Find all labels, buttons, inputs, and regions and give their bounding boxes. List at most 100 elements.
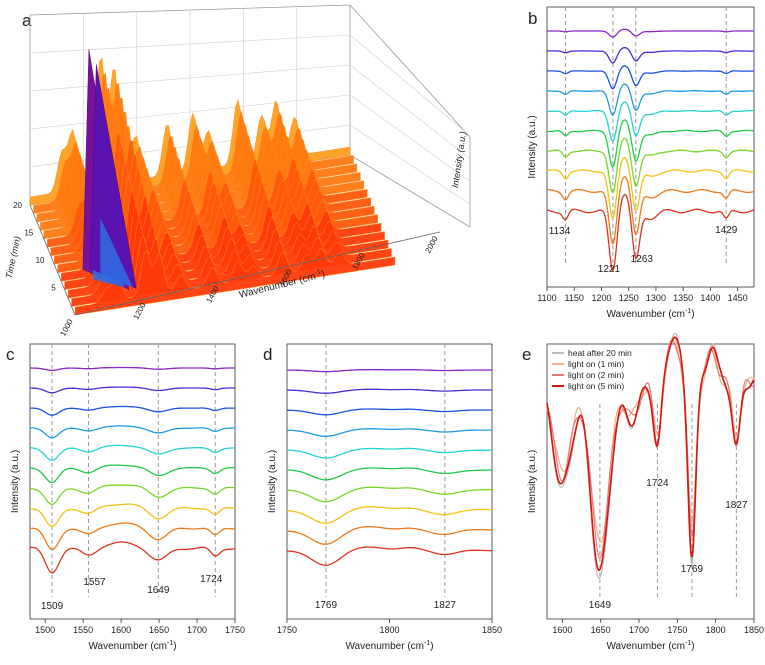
panel-b-plot: 1134 1221 1263 1429 1100 1150 1200 1250 1300 1350… <box>527 6 755 320</box>
side-grid-h-1 <box>349 124 471 205</box>
x-axis-label: Wavenumber (cm-1) <box>345 640 433 652</box>
box-edge-6 <box>349 154 471 228</box>
x-axis-label: Wavenumber (cm-1) <box>606 640 694 652</box>
annotation-1769: 1769 <box>315 600 338 611</box>
annotation-1769: 1769 <box>681 564 704 575</box>
legend-label-1: heat after 20 min <box>568 348 632 358</box>
series-line-6 <box>547 119 755 169</box>
panel-d-plot: 1769 1827 1750 1800 1850 Wavenumber (cm-1) Int… <box>267 343 502 652</box>
panel-letter-c: c <box>6 345 15 364</box>
series-line-7 <box>286 486 492 503</box>
plot-frame <box>29 343 236 620</box>
x-tick-label-1150: 1150 <box>565 293 584 303</box>
annotation-1827: 1827 <box>725 500 748 511</box>
x-tick-label-1850: 1850 <box>482 625 502 635</box>
x-tick-label-1100: 1100 <box>537 293 556 303</box>
annotation-1724: 1724 <box>200 574 223 585</box>
series-line-8 <box>546 156 754 219</box>
side-grid-h-3 <box>349 64 471 159</box>
x-tick-label-1350: 1350 <box>673 293 693 303</box>
x-tick-label-1600: 1600 <box>552 625 572 635</box>
x-tick-label-1700: 1700 <box>629 625 649 635</box>
x-tick-label-1750: 1750 <box>667 625 687 635</box>
series-line-6 <box>286 467 492 481</box>
legend-label-3: light on (2 min) <box>568 370 624 380</box>
series-line-4 <box>286 428 492 437</box>
panel-letter-b: b <box>528 9 537 28</box>
annotation-1263: 1263 <box>631 254 654 265</box>
series-line-1 <box>287 368 492 373</box>
back-grid-h-4 <box>29 34 351 54</box>
x-tick-label-1450: 1450 <box>728 293 748 303</box>
series-line-7 <box>29 484 236 505</box>
annotation-1649: 1649 <box>589 600 612 611</box>
x-tick-label-1000: 1000 <box>58 317 75 337</box>
annotation-1221: 1221 <box>598 264 621 275</box>
annotation-1429: 1429 <box>715 225 738 236</box>
annotation-1557: 1557 <box>83 577 106 588</box>
series-line-3 <box>29 405 235 416</box>
y-tick-label-15: 15 <box>24 229 33 238</box>
panel-b: b 1134 1221 1263 1429 1100 1150 1200 1250 1300 13… <box>527 6 755 320</box>
side-grid-h-2 <box>349 94 471 182</box>
annotation-1724: 1724 <box>646 478 669 489</box>
side-grid-h-4 <box>349 34 471 137</box>
x-tick-label-1400: 1400 <box>700 293 720 303</box>
annotation-1134: 1134 <box>549 226 571 237</box>
x-tick-label-1550: 1550 <box>73 625 93 635</box>
legend-label-2: light on (1 min) <box>568 359 624 369</box>
y-axis-label: Intensity (a.u.) <box>10 450 21 513</box>
series-line-4 <box>546 336 755 572</box>
x-tick-label-1850: 1850 <box>744 625 764 635</box>
panel-d: d 1769 1827 1750 1800 1850 Wavenumber (cm-1) I… <box>263 343 502 652</box>
box-edge-3 <box>349 4 471 138</box>
series-line-5 <box>30 444 235 461</box>
x-axis-line <box>74 231 441 316</box>
y-axis-label: Time (min) <box>4 235 23 279</box>
x-tick-label-1650: 1650 <box>149 625 169 635</box>
plot-frame <box>546 6 755 288</box>
back-grid-h-2 <box>29 94 351 130</box>
y-axis-label: Intensity (a.u.) <box>267 450 278 513</box>
series-line-2 <box>546 46 754 64</box>
annotation-1649: 1649 <box>147 585 170 596</box>
series-line-8 <box>30 503 236 528</box>
series-line-1 <box>547 28 754 38</box>
plot-frame <box>286 343 493 620</box>
x-tick-label-1200: 1200 <box>591 293 611 303</box>
series-line-3 <box>546 339 755 559</box>
y-tick-label-10: 10 <box>36 256 45 265</box>
series-line-4 <box>30 425 235 439</box>
series-line-1 <box>30 366 235 372</box>
x-tick-label-1250: 1250 <box>619 293 639 303</box>
panel-letter-a: a <box>22 11 32 30</box>
legend-label-4: light on (5 min) <box>568 381 624 391</box>
x-axis-label: Wavenumber (cm-1) <box>88 640 176 652</box>
plot-frame <box>546 343 755 620</box>
x-tick-label-1800: 1800 <box>706 625 726 635</box>
main-peak-gradient-1263 <box>100 218 133 287</box>
x-tick-label-1750: 1750 <box>225 625 245 635</box>
back-grid-h-3 <box>29 64 351 92</box>
panel-c: c 1509 1557 1649 1724 1500 1550 1600 1650 1700 17… <box>6 343 245 652</box>
x-tick-label-1650: 1650 <box>591 625 611 635</box>
series-line-3 <box>287 408 492 416</box>
series-line-2 <box>287 388 492 394</box>
panel-letter-d: d <box>263 345 272 364</box>
y-axis-line <box>29 204 76 316</box>
panel-a-surface <box>29 49 396 316</box>
annotation-1509: 1509 <box>41 601 64 612</box>
series-line-10 <box>546 193 755 272</box>
series-line-6 <box>29 464 235 484</box>
panel-c-plot: 1509 1557 1649 1724 1500 1550 1600 1650 1700 1750… <box>10 343 245 652</box>
x-tick-label-2000: 2000 <box>423 234 440 254</box>
series-line-9 <box>286 525 493 545</box>
x-tick-label-1750: 1750 <box>277 625 297 635</box>
series-line-9 <box>547 175 755 245</box>
series-line-10 <box>30 541 236 574</box>
surface-slice-14 <box>74 247 396 316</box>
series-line-3 <box>546 65 754 90</box>
x-axis-label: Wavenumber (cm-1) <box>606 308 694 320</box>
